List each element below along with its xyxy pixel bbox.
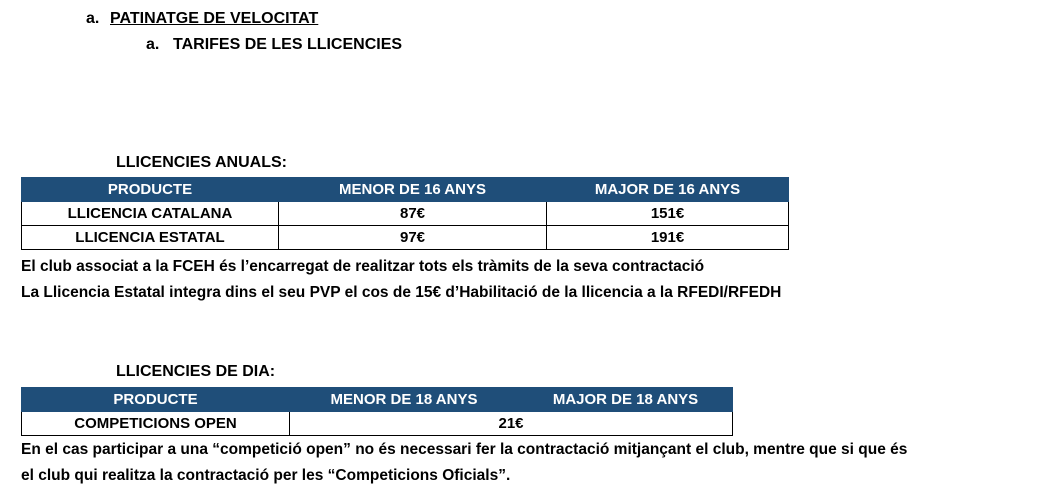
day-note-2: el club qui realitza la contractació per…	[21, 467, 511, 484]
column-header-under-18: MENOR DE 18 ANYS	[289, 387, 519, 412]
heading-a-marker: a.	[86, 10, 100, 27]
table-header-row: PRODUCTE MENOR DE 16 ANYS MAJOR DE 16 AN…	[21, 177, 789, 202]
column-header-over-16: MAJOR DE 16 ANYS	[546, 177, 789, 202]
product-cell: LLICENCIA CATALANA	[21, 201, 279, 226]
section-heading-b: a. TARIFES DE LES LLICENCIES	[146, 36, 402, 54]
table-header-row: PRODUCTE MENOR DE 18 ANYS MAJOR DE 18 AN…	[21, 387, 733, 412]
table-row: COMPETICIONS OPEN 21€	[21, 411, 733, 436]
column-header-under-16: MENOR DE 16 ANYS	[278, 177, 547, 202]
table-row: LLICENCIA CATALANA 87€ 151€	[21, 201, 789, 226]
annual-licences-table: PRODUCTE MENOR DE 16 ANYS MAJOR DE 16 AN…	[21, 177, 789, 250]
annual-note-2: La Llicencia Estatal integra dins el seu…	[21, 284, 782, 301]
annual-note-1: El club associat a la FCEH és l’encarreg…	[21, 258, 705, 275]
price-cell: 97€	[278, 225, 547, 250]
heading-b-title: TARIFES DE LES LLICENCIES	[173, 36, 403, 53]
day-note-1: En el cas participar a una “competició o…	[21, 441, 908, 458]
column-header-product: PRODUCTE	[21, 387, 290, 412]
table-row: LLICENCIA ESTATAL 97€ 191€	[21, 225, 789, 250]
product-cell: COMPETICIONS OPEN	[21, 411, 290, 436]
day-licences-table: PRODUCTE MENOR DE 18 ANYS MAJOR DE 18 AN…	[21, 387, 733, 436]
price-cell: 151€	[546, 201, 789, 226]
section-heading-a: a. PATINATGE DE VELOCITAT	[86, 10, 318, 28]
column-header-over-18: MAJOR DE 18 ANYS	[518, 387, 733, 412]
heading-b-marker: a.	[146, 36, 160, 53]
annual-licences-label: LLICENCIES ANUALS:	[116, 154, 287, 171]
heading-a-title: PATINATGE DE VELOCITAT	[110, 10, 319, 27]
column-header-product: PRODUCTE	[21, 177, 279, 202]
price-cell: 191€	[546, 225, 789, 250]
price-cell: 87€	[278, 201, 547, 226]
day-licences-label: LLICENCIES DE DIA:	[116, 363, 276, 380]
price-cell: 21€	[289, 411, 733, 436]
product-cell: LLICENCIA ESTATAL	[21, 225, 279, 250]
